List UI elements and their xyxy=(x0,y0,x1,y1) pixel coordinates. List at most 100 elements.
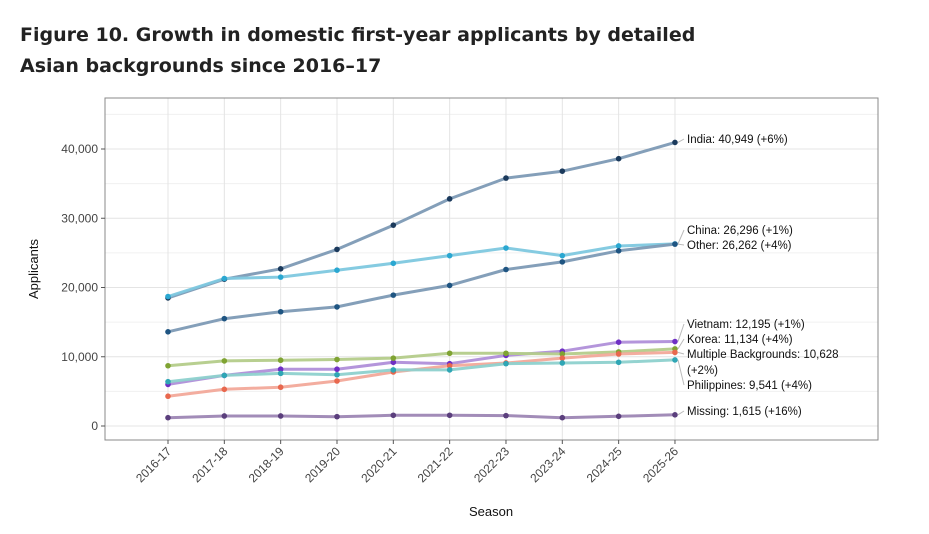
data-point-philippines xyxy=(503,360,509,367)
leader-line xyxy=(677,323,685,342)
leader-line xyxy=(677,229,685,245)
series-end-labels: India: 40,949 (+6%) China: 26,296 (+1%) Ot… xyxy=(687,134,839,418)
data-point-india xyxy=(503,175,509,181)
data-point-missing xyxy=(165,414,171,421)
data-point-missing xyxy=(277,413,284,419)
data-point-missing xyxy=(390,412,397,419)
data-point-vietnam xyxy=(334,366,340,373)
data-point-other xyxy=(390,292,397,298)
leader-line xyxy=(677,351,685,355)
series-line-vietnam xyxy=(166,340,677,386)
data-point-india xyxy=(334,246,340,253)
data-point-china xyxy=(503,245,509,251)
data-point-other xyxy=(446,282,453,289)
data-point-multiple-backgrounds xyxy=(446,362,453,369)
x-tick-label: 2025-26 xyxy=(640,444,681,485)
data-point-india xyxy=(446,196,453,202)
label-leader-lines xyxy=(677,138,685,416)
data-point-multiple-backgrounds xyxy=(277,384,284,391)
x-tick-label: 2020-21 xyxy=(358,444,399,485)
y-axis: 0 10,000 20,000 30,000 40,000 xyxy=(61,142,105,433)
series-line-philippines xyxy=(166,358,677,384)
series-label-china: China: 26,296 (+1%) xyxy=(687,225,793,237)
y-tick-label: 40,000 xyxy=(61,142,98,156)
leader-line xyxy=(677,410,685,416)
y-tick-label: 10,000 xyxy=(61,350,98,364)
series-label-missing: Missing: 1,615 (+16%) xyxy=(687,406,802,418)
x-axis: 2016-17 2017-18 2018-19 2019-20 2020-21 2021-… xyxy=(133,440,681,485)
data-point-korea xyxy=(390,355,397,361)
data-point-missing xyxy=(503,412,509,419)
x-tick-label: 2018-19 xyxy=(246,444,287,485)
series-label-philippines: Philippines: 9,541 (+4%) xyxy=(687,380,812,392)
series-label-india: India: 40,949 (+6%) xyxy=(687,134,788,146)
data-point-other xyxy=(672,241,678,247)
data-point-missing xyxy=(559,414,566,421)
data-point-philippines xyxy=(277,370,284,377)
data-point-multiple-backgrounds xyxy=(165,393,171,400)
series-lines xyxy=(166,140,677,420)
series-line-other xyxy=(166,242,677,334)
data-point-philippines xyxy=(615,359,622,366)
x-tick-label: 2019-20 xyxy=(302,444,343,485)
data-point-vietnam xyxy=(672,338,678,345)
y-tick-label: 20,000 xyxy=(61,281,98,295)
data-point-missing xyxy=(672,412,678,418)
data-point-philippines xyxy=(221,372,228,379)
data-point-multiple-backgrounds xyxy=(672,349,678,356)
data-point-korea xyxy=(221,358,228,364)
x-tick-label: 2022-23 xyxy=(471,444,512,485)
chart-title: Figure 10. Growth in domestic first-year… xyxy=(20,24,696,77)
y-tick-label: 0 xyxy=(91,419,98,433)
data-point-india xyxy=(672,139,678,146)
x-tick-label: 2023-24 xyxy=(527,444,568,485)
x-tick-label: 2021-22 xyxy=(415,444,456,485)
plot-panel xyxy=(104,97,879,441)
data-point-vietnam xyxy=(277,366,284,373)
data-point-multiple-backgrounds xyxy=(334,378,340,384)
data-point-korea xyxy=(334,356,340,363)
series-points xyxy=(165,139,678,421)
data-point-philippines xyxy=(672,357,678,363)
x-tick-label: 2017-18 xyxy=(189,444,230,485)
data-point-missing xyxy=(446,412,453,419)
x-tick-label: 2016-17 xyxy=(133,444,174,485)
data-point-multiple-backgrounds xyxy=(221,386,228,393)
data-point-china xyxy=(390,260,397,267)
series-label-other: Other: 26,262 (+4%) xyxy=(687,240,792,252)
data-point-multiple-backgrounds xyxy=(615,351,622,357)
series-line-india xyxy=(166,140,677,300)
leader-line xyxy=(677,138,685,143)
data-point-other xyxy=(615,247,622,254)
data-point-india xyxy=(615,155,622,162)
data-point-other xyxy=(277,308,284,315)
data-point-other xyxy=(221,315,228,322)
data-point-philippines xyxy=(165,378,171,385)
data-point-china xyxy=(446,252,453,259)
series-label-multiple-backgrounds-line2: (+2%) xyxy=(687,365,718,377)
data-point-missing xyxy=(334,413,340,420)
data-point-philippines xyxy=(559,360,566,366)
series-label-korea: Korea: 11,134 (+4%) xyxy=(687,334,793,346)
data-point-other xyxy=(165,329,171,335)
series-line-china xyxy=(166,242,677,298)
data-point-missing xyxy=(221,413,228,419)
series-line-korea xyxy=(166,347,677,368)
data-point-india xyxy=(277,266,284,272)
leader-line xyxy=(677,359,685,386)
data-point-korea xyxy=(503,350,509,357)
data-point-multiple-backgrounds xyxy=(559,355,566,361)
data-point-korea xyxy=(559,351,566,357)
data-point-vietnam xyxy=(390,359,397,366)
leader-line xyxy=(677,338,685,350)
data-point-korea xyxy=(165,362,171,369)
data-point-missing xyxy=(615,413,622,420)
grid-lines xyxy=(105,98,878,440)
data-point-india xyxy=(559,168,566,174)
data-point-korea xyxy=(446,350,453,357)
data-point-china xyxy=(165,293,171,300)
y-axis-title: Applicants xyxy=(26,239,41,299)
data-point-china xyxy=(559,252,566,259)
series-label-multiple-backgrounds: Multiple Backgrounds: 10,628 xyxy=(687,349,839,361)
